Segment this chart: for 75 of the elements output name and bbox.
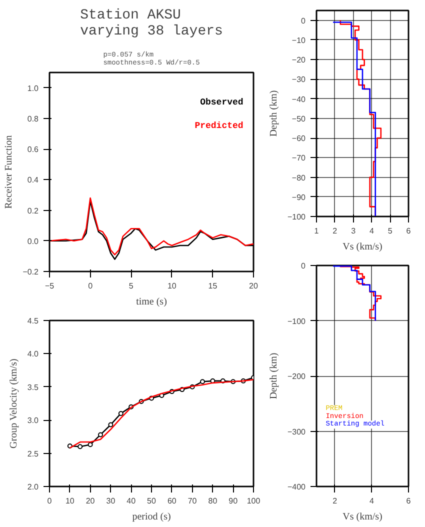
- point: [98, 432, 103, 438]
- x-tick-label: 90: [228, 496, 238, 506]
- x-tick-label: 100: [246, 496, 261, 506]
- y-tick-label: 2.0: [27, 482, 40, 492]
- line-series: [332, 22, 376, 216]
- line-series: [332, 266, 376, 322]
- x-tick-label: 0: [88, 282, 94, 290]
- y-axis-title: Depth (km): [268, 352, 280, 400]
- x-tick-label: 10: [167, 282, 177, 290]
- y-tick-label: 4.5: [27, 316, 40, 326]
- x-tick-label: 6: [406, 496, 412, 506]
- x-axis-title: period (s): [132, 512, 171, 522]
- y-tick-label: −50: [292, 114, 306, 124]
- y-tick-label: 2.5: [27, 449, 40, 458]
- x-tick-label: 60: [167, 496, 177, 506]
- y-axis-title: Group Velocity (km/s): [8, 358, 20, 448]
- y-tick-label: −20: [292, 56, 306, 65]
- y-tick-label: −10: [292, 36, 306, 45]
- y-tick-label: 0: [301, 262, 306, 270]
- y-tick-label: 0.0: [27, 236, 40, 246]
- x-tick-label: 2: [332, 226, 338, 236]
- y-tick-label: −40: [292, 94, 306, 104]
- y-axis-title: Depth (km): [268, 90, 280, 137]
- x-tick-label: 80: [208, 496, 218, 506]
- y-tick-label: 0.2: [27, 206, 40, 216]
- x-tick-label: −5: [44, 282, 55, 290]
- y-tick-label: 4.0: [27, 350, 40, 359]
- y-tick-label: 0.4: [27, 176, 40, 185]
- text: Predicted: [194, 121, 244, 132]
- x-tick-label: 6: [406, 226, 412, 236]
- text: Observed: [200, 97, 244, 108]
- y-tick-label: −0.2: [22, 268, 40, 276]
- y-tick-label: −100: [287, 212, 306, 222]
- x-tick-label: 5: [388, 226, 393, 236]
- x-tick-label: 3: [351, 226, 356, 236]
- y-tick-label: −60: [292, 134, 306, 144]
- y-tick-label: −80: [292, 173, 306, 182]
- x-tick-label: 20: [249, 282, 258, 290]
- x-axis-title: Vs (km/s): [342, 242, 382, 252]
- x-axis-title: Vs (km/s): [342, 512, 382, 522]
- x-tick-label: 70: [188, 496, 198, 506]
- x-tick-label: 15: [208, 282, 218, 290]
- x-tick-label: 4: [369, 226, 374, 236]
- x-tick-label: 4: [369, 496, 374, 506]
- y-tick-label: 1.0: [27, 84, 40, 93]
- x-tick-label: 30: [106, 496, 116, 506]
- x-tick-label: 1: [314, 226, 320, 236]
- y-tick-label: 0.6: [27, 145, 40, 154]
- x-tick-label: 40: [126, 496, 136, 506]
- y-tick-label: 3.5: [27, 382, 40, 392]
- y-axis-title: Receiver Function: [4, 135, 15, 209]
- y-tick-label: −300: [287, 427, 306, 436]
- line-series: [340, 266, 382, 322]
- x-tick-label: 0: [47, 496, 52, 506]
- y-tick-label: −70: [292, 154, 306, 163]
- point: [108, 422, 114, 428]
- point: [118, 410, 124, 416]
- y-tick-label: −200: [287, 372, 306, 381]
- y-tick-label: −400: [287, 482, 306, 492]
- point: [88, 442, 93, 448]
- y-tick-label: 0.8: [27, 114, 40, 124]
- x-tick-label: 50: [147, 496, 156, 506]
- x-axis-title: time (s): [136, 296, 167, 308]
- point: [200, 379, 205, 384]
- x-tick-label: 10: [65, 496, 75, 506]
- x-tick-label: 20: [86, 496, 96, 506]
- x-tick-label: 5: [128, 282, 134, 290]
- y-tick-label: −90: [292, 192, 306, 202]
- chart-title: Station AKSU varying 38 layers: [80, 8, 223, 40]
- y-tick-label: 0: [301, 16, 306, 26]
- y-tick-label: −30: [292, 75, 306, 84]
- y-tick-label: −100: [287, 316, 306, 326]
- y-tick-label: 3.0: [27, 416, 40, 426]
- point: [78, 444, 83, 450]
- x-tick-label: 2: [332, 496, 338, 506]
